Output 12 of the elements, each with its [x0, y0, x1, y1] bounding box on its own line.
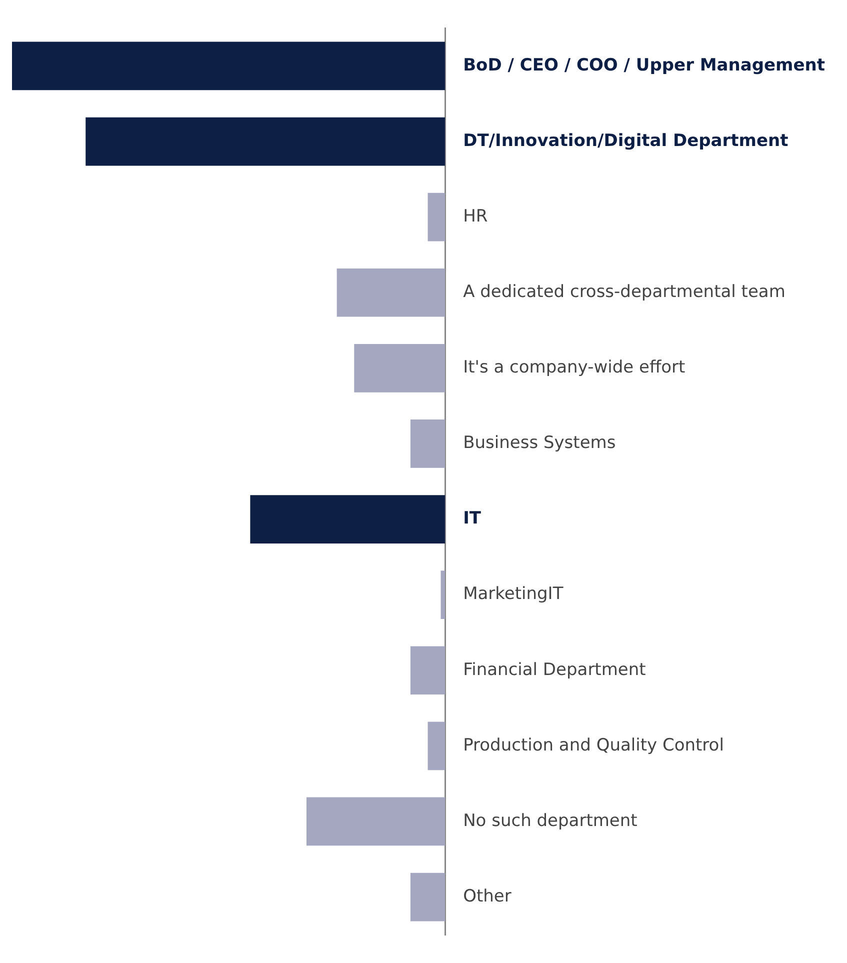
y-tick-label: MarketingIT [463, 584, 564, 604]
y-tick-label: DT/Innovation/Digital Department [463, 130, 788, 151]
y-tick-label: Business Systems [463, 433, 616, 454]
y-tick-label: It's a company-wide effort [463, 358, 686, 378]
y-tick-label: Financial Department [463, 660, 646, 680]
y-tick-label: HR [463, 206, 488, 226]
y-tick-label: A dedicated cross-departmental team [463, 282, 786, 302]
y-tick-label: No such department [463, 810, 638, 831]
y-tick-label: BoD / CEO / COO / Upper Management [463, 55, 826, 76]
y-tick-label: Production and Quality Control [463, 735, 724, 756]
y-tick-label: IT [463, 508, 482, 529]
y-tick-label: Other [463, 886, 512, 906]
